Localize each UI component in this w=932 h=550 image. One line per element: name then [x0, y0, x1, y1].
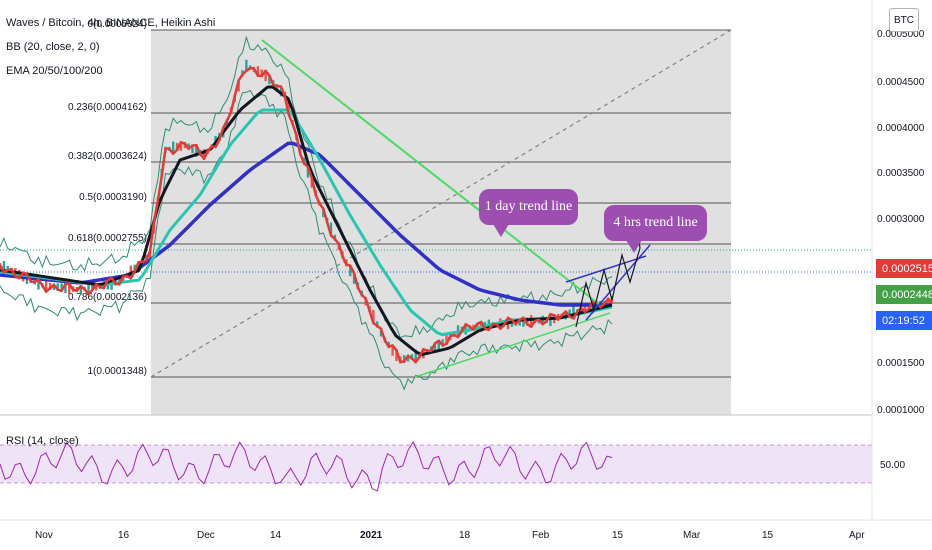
price-tick: 0.0004000 [877, 123, 925, 134]
price-tick: 0.0001500 [877, 358, 925, 369]
time-tick: 16 [118, 530, 130, 541]
time-tick: 14 [270, 530, 282, 541]
time-tick: Nov [35, 530, 53, 541]
time-tick: Mar [683, 530, 701, 541]
fib-level-label: 1(0.0001348) [88, 366, 148, 377]
price-tick: 0.0001000 [877, 405, 925, 416]
currency-button[interactable]: BTC [889, 8, 919, 32]
bollinger-legend[interactable]: BB (20, close, 2, 0) [6, 41, 100, 53]
time-tick: Apr [849, 530, 865, 541]
fib-level-label: 0.382(0.0003624) [68, 151, 147, 162]
price-tick: 0.0003000 [877, 214, 925, 225]
rsi-legend[interactable]: RSI (14, close) [6, 435, 79, 447]
time-tick: 2021 [360, 530, 383, 541]
four-hour-trend-callout[interactable]: 4 hrs trend line [604, 205, 707, 241]
price-tick: 0.0004500 [877, 77, 925, 88]
ema-legend[interactable]: EMA 20/50/100/200 [6, 65, 103, 77]
rsi-value-tick: 50.00 [880, 460, 905, 471]
time-tick: 18 [459, 530, 471, 541]
fib-level-label: 0.618(0.0002755) [68, 233, 147, 244]
four-hour-trend-callout-label: 4 hrs trend line [613, 215, 697, 231]
time-tick: Dec [197, 530, 215, 541]
price-tick: 0.0003500 [877, 168, 925, 179]
ema-price-label: 0.0002448 [876, 285, 932, 304]
fib-level-label: 0.236(0.0004162) [68, 102, 147, 113]
countdown-label: 02:19:52 [876, 311, 932, 330]
callout-tail [626, 240, 642, 253]
time-tick: Feb [532, 530, 550, 541]
chart-title[interactable]: Waves / Bitcoin, 4h, BINANCE, Heikin Ash… [6, 17, 215, 29]
time-tick: 15 [612, 530, 624, 541]
callout-tail [493, 224, 509, 237]
fib-level-label: 0.5(0.0003190) [79, 192, 147, 203]
time-tick: 15 [762, 530, 774, 541]
daily-trend-callout-label: 1 day trend line [485, 199, 572, 215]
last-price-label: 0.0002515 [876, 259, 932, 278]
daily-trend-callout[interactable]: 1 day trend line [479, 189, 578, 225]
rsi-band [0, 445, 872, 483]
